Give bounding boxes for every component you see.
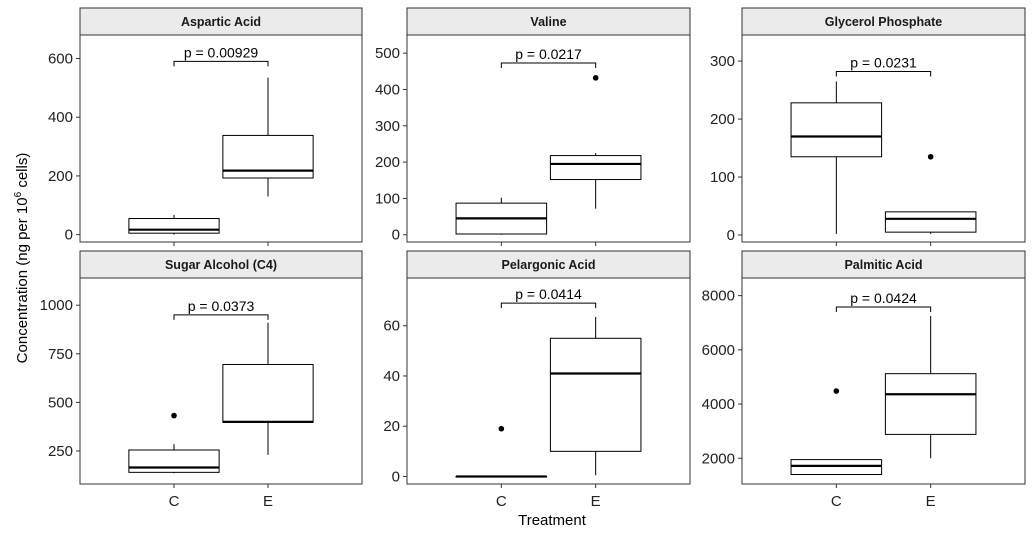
p-value-label: p = 0.0373 [188, 298, 255, 314]
x-tick-label: C [831, 493, 842, 510]
x-tick-label: E [591, 493, 601, 510]
y-tick-label: 0 [65, 227, 73, 244]
y-tick-label: 400 [375, 81, 400, 98]
box-C [455, 197, 548, 235]
box-iqr [128, 449, 220, 473]
box-iqr [790, 102, 883, 158]
significance-bracket [835, 306, 932, 313]
x-tick-label: E [926, 493, 936, 510]
facet-panel: Pelargonic Acid 0 20 40 60 C Ep = 0.0414 [383, 250, 691, 510]
y-tick-label: 60 [383, 318, 400, 335]
y-tick-label: 400 [48, 109, 73, 126]
box-C [455, 425, 548, 478]
box-C [128, 214, 220, 235]
facet-panel: Palmitic Acid 2000 4000 6000 8000 C Ep = 0.042… [702, 250, 1026, 510]
y-tick-label: 500 [48, 394, 73, 411]
y-tick-label: 200 [710, 111, 735, 128]
facet-panel: Glycerol Phosphate 0 100 200 300 p = 0.0231 [710, 7, 1026, 246]
facet-strip [79, 250, 363, 279]
y-tick-label: 600 [48, 50, 73, 67]
y-tick-label: 300 [710, 53, 735, 70]
facet-strip [741, 250, 1026, 279]
y-tick-label: 100 [710, 169, 735, 186]
box-iqr [128, 218, 220, 234]
y-tick-label: 300 [375, 118, 400, 135]
facet-title: Palmitic Acid [844, 258, 922, 272]
outlier-point [171, 412, 177, 419]
y-tick-label: 200 [375, 154, 400, 171]
y-tick-label: 250 [48, 443, 73, 460]
box-C [790, 388, 883, 476]
y-tick-label: 0 [392, 227, 400, 244]
x-axis-title: Treatment [518, 512, 587, 529]
y-tick-label: 500 [375, 45, 400, 62]
panel-border [406, 34, 691, 243]
significance-bracket [173, 314, 269, 320]
y-tick-label: 100 [375, 190, 400, 207]
y-tick-label: 4000 [702, 396, 735, 413]
p-value-label: p = 0.0414 [515, 286, 582, 302]
box-C [128, 412, 220, 474]
panel-border [79, 277, 363, 485]
p-value-label: p = 0.0424 [850, 290, 917, 306]
y-tick-label: 1000 [40, 297, 73, 314]
y-tick-label: 750 [48, 346, 73, 363]
box-E [884, 153, 977, 234]
box-E [884, 315, 977, 459]
x-tick-label: E [263, 493, 273, 510]
y-axis-title: Concentration (ng per 106 cells) [13, 153, 31, 364]
facet-panel: Valine 0 100 200 300 400 500 p = 0.0217 [375, 7, 691, 246]
panel-border [406, 277, 691, 485]
facet-title: Glycerol Phosphate [825, 15, 942, 29]
facet-title: Pelargonic Acid [501, 258, 595, 272]
significance-bracket [500, 62, 597, 68]
y-tick-label: 40 [383, 368, 400, 385]
y-tick-label: 8000 [702, 288, 735, 305]
x-tick-label: C [496, 493, 507, 510]
y-tick-label: 20 [383, 418, 400, 435]
facet-strip [406, 7, 691, 36]
y-tick-label: 2000 [702, 450, 735, 467]
facet-strip [406, 250, 691, 279]
box-iqr [884, 373, 977, 435]
outlier-point [498, 425, 505, 432]
box-iqr [790, 459, 883, 476]
p-value-label: p = 0.0217 [515, 46, 582, 62]
facet-panel: Aspartic Acid 0 200 400 600 p = 0.00929 [48, 7, 363, 246]
y-tick-label: 6000 [702, 342, 735, 359]
panel-border [79, 34, 363, 243]
box-iqr [884, 211, 977, 233]
facet-title: Aspartic Acid [181, 15, 261, 29]
y-tick-label: 200 [48, 168, 73, 185]
significance-bracket [835, 71, 932, 77]
y-tick-label: 0 [392, 468, 400, 485]
box-iqr [549, 155, 642, 181]
outlier-point [927, 153, 934, 160]
significance-bracket [500, 302, 597, 309]
outlier-point [592, 75, 599, 81]
box-E [222, 322, 314, 455]
box-iqr [549, 337, 642, 452]
box-iqr [222, 363, 314, 423]
y-axis-title-exponent: 6 [13, 191, 24, 197]
facet-title: Valine [530, 15, 566, 29]
box-E [549, 75, 642, 209]
y-tick-label: 0 [727, 227, 735, 244]
facet-strip [741, 7, 1026, 36]
facet-title: Sugar Alcohol (C4) [165, 258, 277, 272]
significance-bracket [173, 60, 269, 67]
panel-border [741, 277, 1026, 485]
x-tick-label: C [169, 493, 180, 510]
box-E [222, 77, 314, 197]
p-value-label: p = 0.0231 [850, 55, 917, 71]
box-C [790, 81, 883, 234]
facet-panel: Sugar Alcohol (C4) 250 500 750 1000 C Ep = 0.0… [40, 250, 363, 510]
box-E [549, 316, 642, 476]
p-value-label: p = 0.00929 [184, 44, 259, 60]
outlier-point [833, 388, 840, 394]
panel-border [741, 34, 1026, 243]
